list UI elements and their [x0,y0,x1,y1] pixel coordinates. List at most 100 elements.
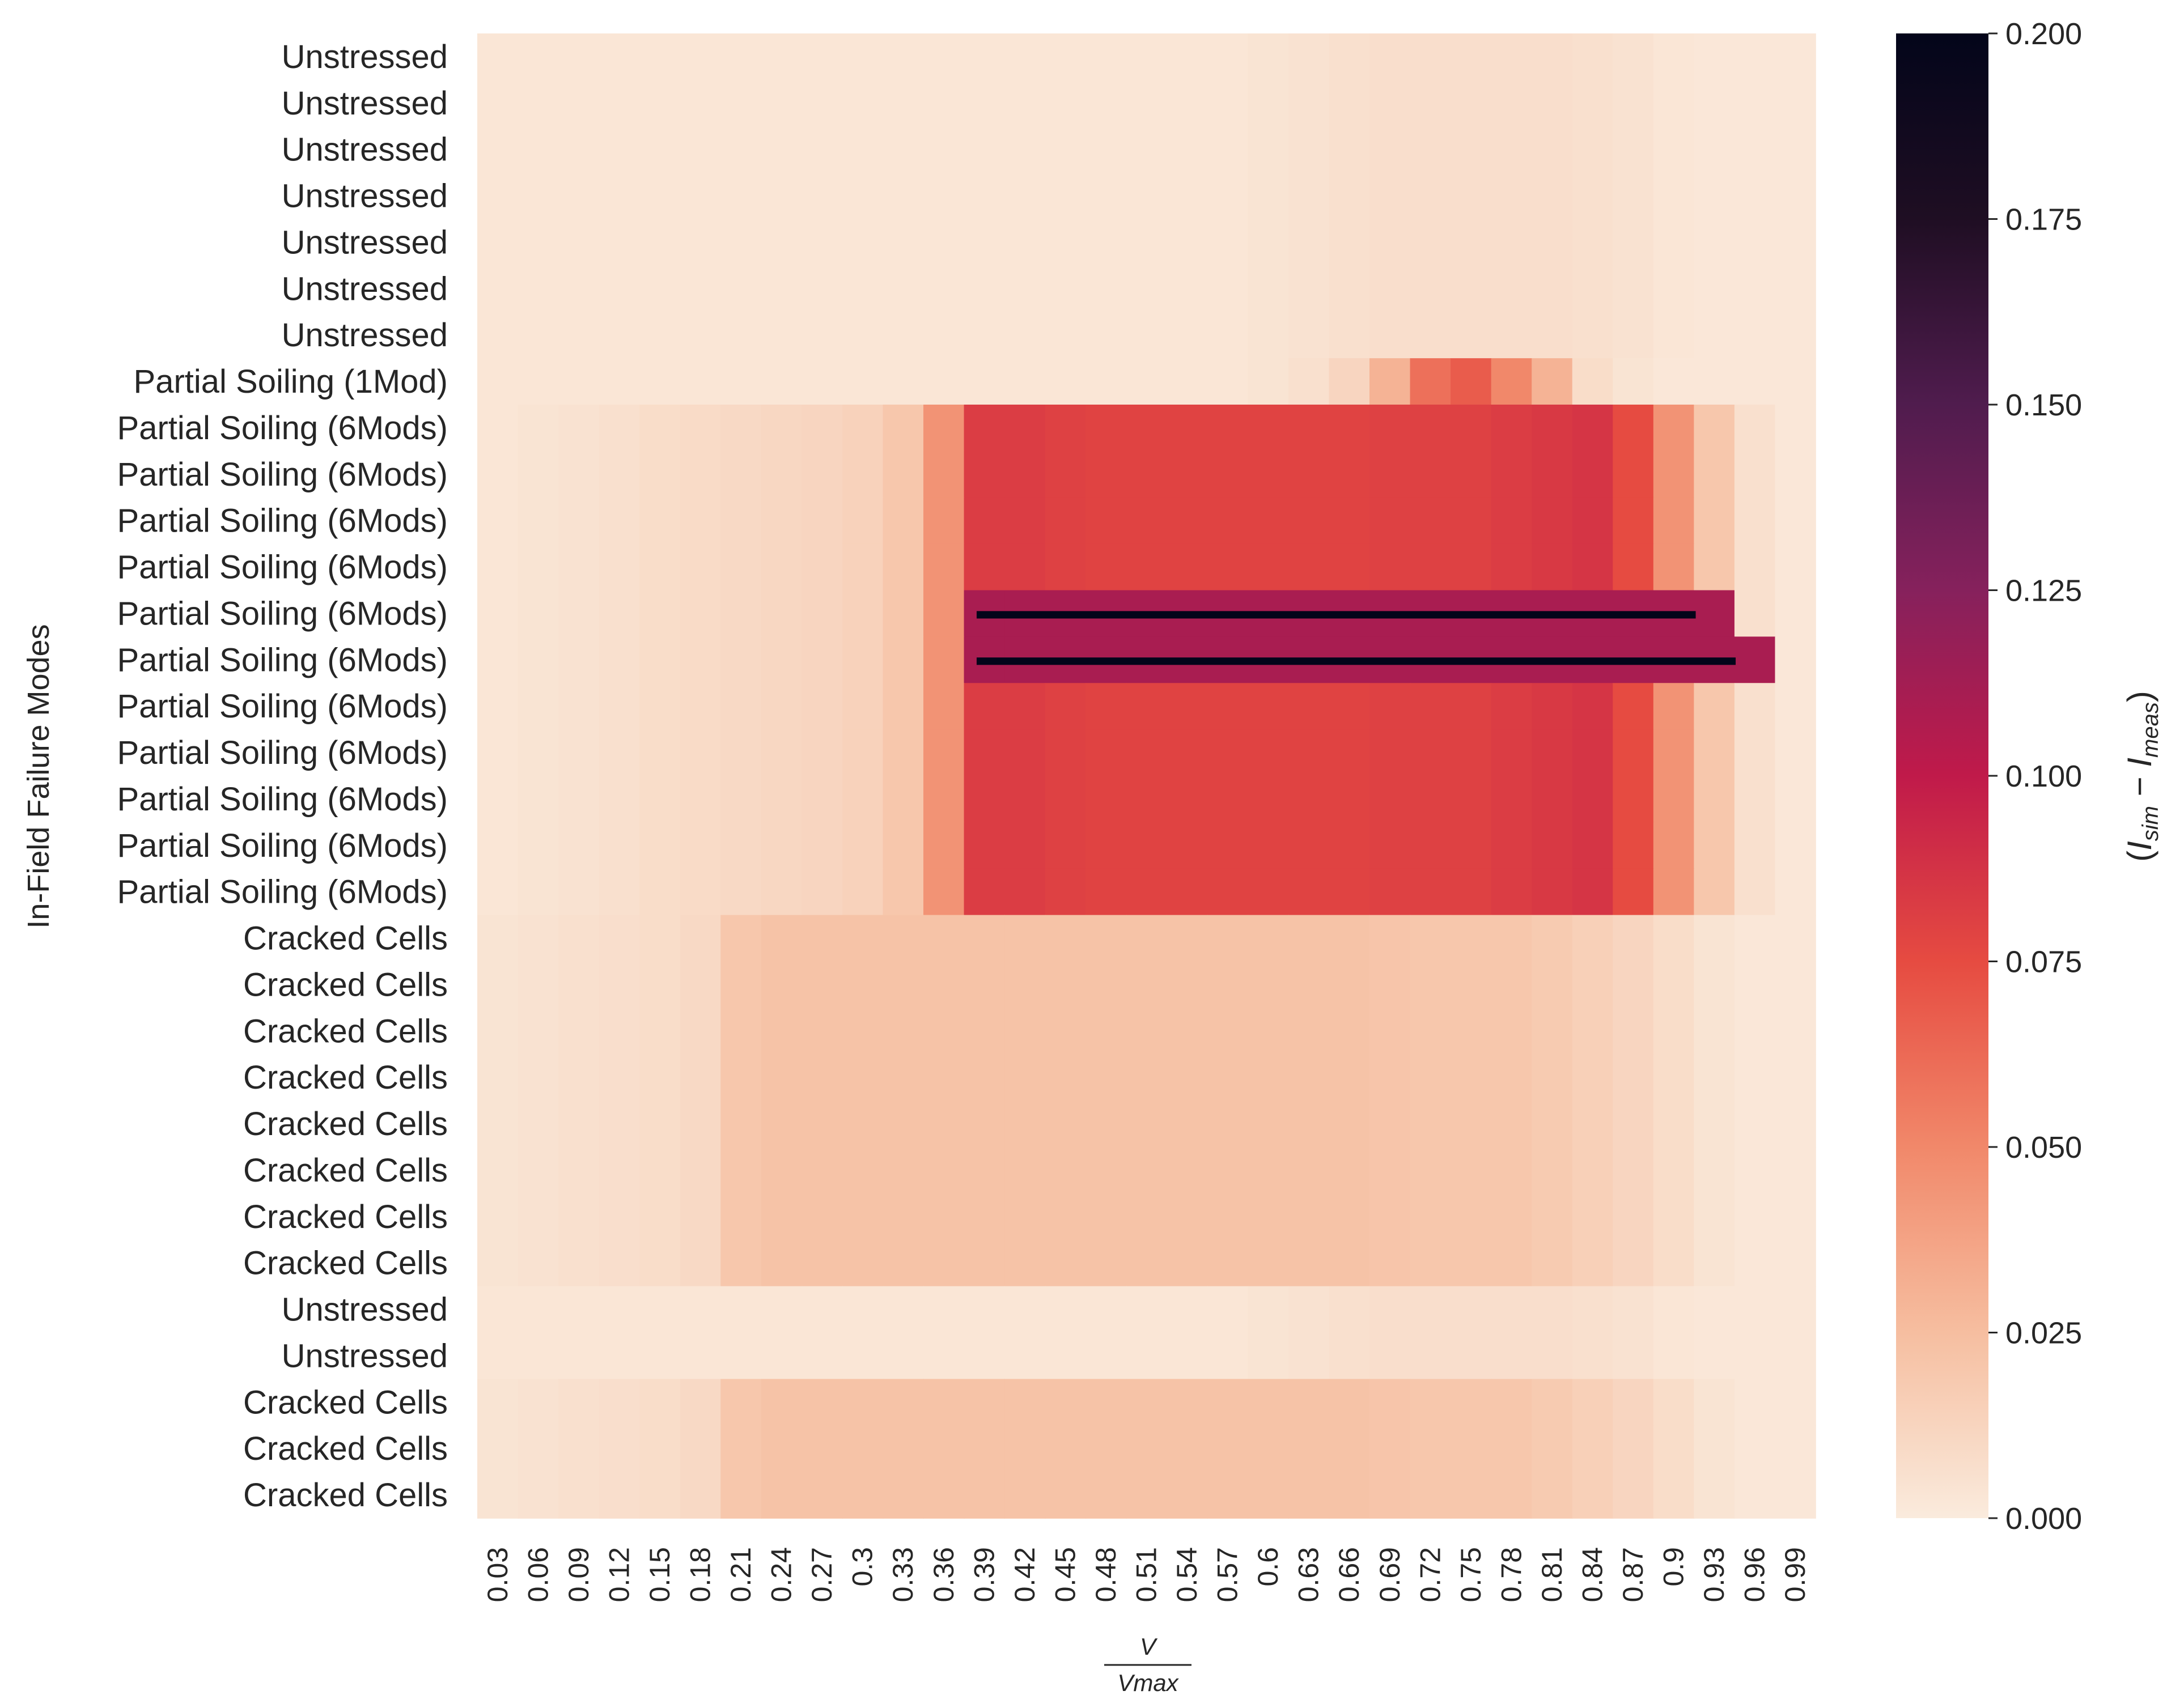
heatmap-cell [964,219,1005,266]
heatmap-cell [883,915,924,962]
heatmap-cell [802,1101,843,1148]
heatmap-cell [802,961,843,1009]
heatmap-cell [1572,1147,1614,1194]
heatmap-cell [1329,961,1370,1009]
heatmap-cell [1369,1101,1411,1148]
heatmap-cell [761,172,803,220]
heatmap-cell [1572,1472,1614,1519]
heatmap-cell [842,776,884,823]
heatmap-cell [1248,451,1289,498]
heatmap-cell [1532,358,1573,405]
heatmap-cell [1653,358,1695,405]
heatmap-cell [477,126,519,173]
heatmap-cell [720,126,762,173]
x-tick-label: 0.27 [806,1547,838,1602]
heatmap-cell [802,405,843,452]
heatmap-cell [477,915,519,962]
heatmap-cell [680,358,722,405]
heatmap-cell [558,1425,600,1472]
heatmap-cell [680,172,722,220]
heatmap-cell [923,1008,965,1055]
heatmap-cell [1532,1472,1573,1519]
heatmap-cell [964,1379,1005,1426]
heatmap-cell [964,172,1005,220]
colorbar-tick-label: 0.125 [2005,574,2082,608]
heatmap-cell [599,497,640,545]
heatmap-cell [1653,729,1695,776]
heatmap-cell [761,729,803,776]
heatmap-cell [883,1101,924,1148]
heatmap-cell [1451,1379,1492,1426]
heatmap-cell [802,172,843,220]
heatmap-cell [1613,729,1654,776]
colorbar-label-open: ( [2121,851,2158,862]
heatmap-cell [518,543,559,591]
heatmap-cell [599,358,640,405]
heatmap-cell [1694,497,1735,545]
heatmap-cell [1410,358,1451,405]
heatmap-cell [1167,1332,1208,1380]
heatmap-cell [1653,312,1695,359]
heatmap-cell [1775,729,1816,776]
heatmap-cell [518,961,559,1009]
heatmap-cell [1207,451,1249,498]
y-tick-label: Cracked Cells [243,1059,448,1096]
heatmap-cell [720,265,762,313]
heatmap-cell [680,265,722,313]
heatmap-cell [477,961,519,1009]
heatmap-cell [1775,126,1816,173]
heatmap-cell [518,915,559,962]
heatmap-cell [1248,1425,1289,1472]
heatmap-cell [1653,543,1695,591]
heatmap-cell [1532,1193,1573,1240]
colorbar-tick-label: 0.075 [2005,945,2082,979]
x-tick-label: 0.21 [725,1547,757,1602]
heatmap-cell [477,1101,519,1148]
heatmap-cell [518,172,559,220]
heatmap-cell [1532,915,1573,962]
heatmap-cell [923,961,965,1009]
heatmap-cell [842,405,884,452]
heatmap-cell [518,312,559,359]
heatmap-cell [1004,358,1046,405]
heatmap-cell [1004,868,1046,916]
heatmap-cell [1207,915,1249,962]
heatmap-cell [1694,126,1735,173]
y-tick-label: Cracked Cells [243,1199,448,1235]
heatmap-cell [1451,497,1492,545]
heatmap-cell [1613,1008,1654,1055]
heatmap-cell [761,126,803,173]
heatmap-cell [518,1286,559,1333]
heatmap-cell [680,636,722,684]
heatmap-cell [1491,1472,1532,1519]
heatmap-cell [761,1472,803,1519]
heatmap-cell [1734,1193,1776,1240]
heatmap-cell [1126,1054,1168,1101]
heatmap-cell [518,1054,559,1101]
heatmap-cell [1775,451,1816,498]
x-tick-label: 0.9 [1658,1547,1690,1587]
heatmap-cell [761,1286,803,1333]
heatmap-cell [1045,172,1086,220]
heatmap-plot-area [477,33,1816,1519]
heatmap-cell [680,822,722,869]
heatmap-cell [1004,126,1046,173]
heatmap-cell [842,1147,884,1194]
heatmap-cell [1045,868,1086,916]
heatmap-cell [1451,1286,1492,1333]
heatmap-cell [639,543,681,591]
heatmap-cell [1369,961,1411,1009]
heatmap-cell [599,961,640,1009]
heatmap-cell [1329,1332,1370,1380]
x-axis-label: V Vmax [1104,1633,1191,1696]
heatmap-cell [639,405,681,452]
heatmap-cell [1694,172,1735,220]
heatmap-cell [1734,1425,1776,1472]
heatmap-cell [1369,358,1411,405]
heatmap-cell [1734,1332,1776,1380]
heatmap-cell [1775,1239,1816,1287]
heatmap-cell [1288,868,1330,916]
heatmap-cell [964,1008,1005,1055]
heatmap-cell [883,1193,924,1240]
heatmap-cell [1045,79,1086,127]
